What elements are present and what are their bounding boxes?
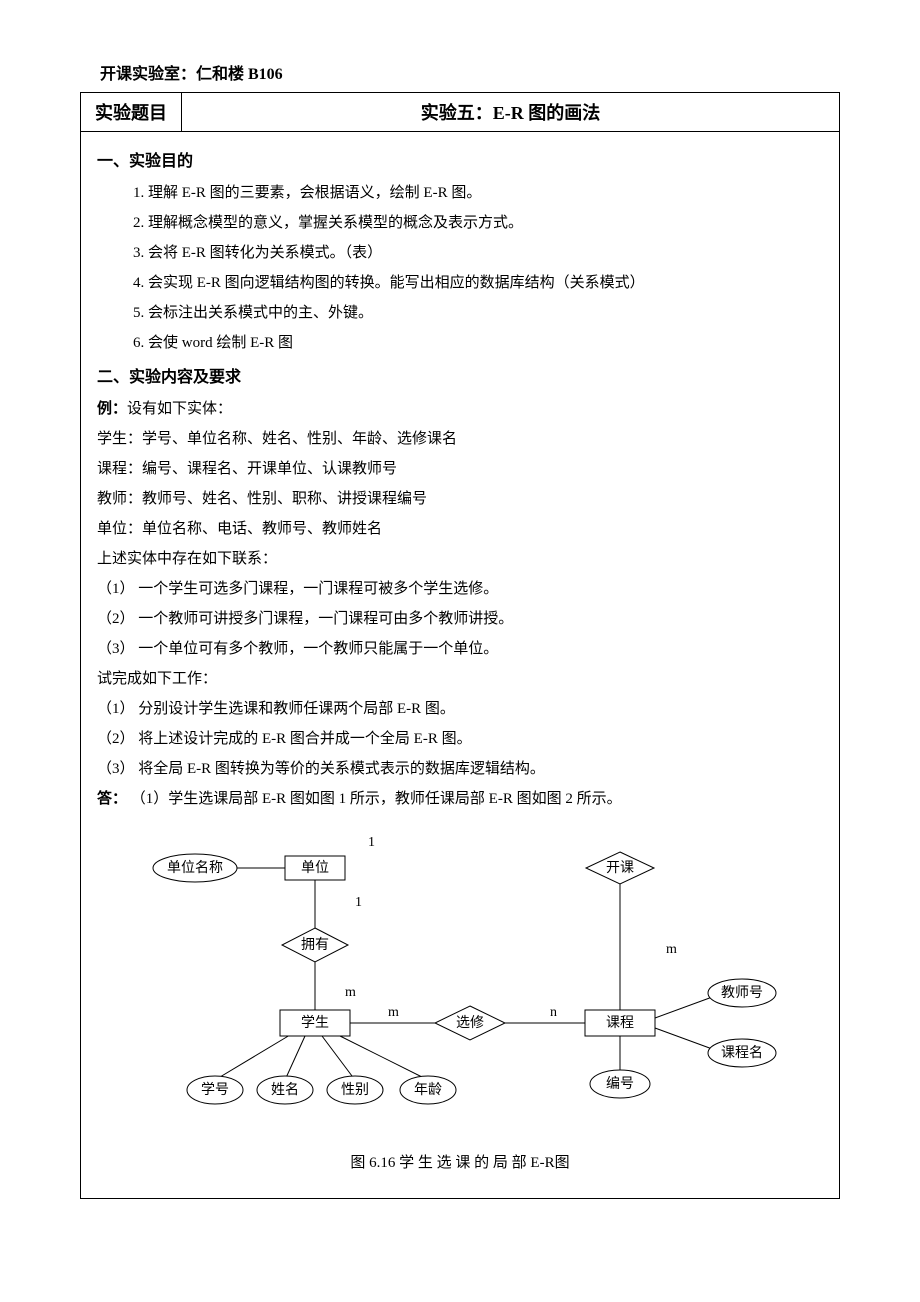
- example-rest: 设有如下实体：: [127, 401, 232, 417]
- label-unit-name: 单位名称: [167, 860, 223, 876]
- title-row: 实验题目 实验五：E-R 图的画法: [81, 93, 839, 132]
- lab-header: 开课实验室：仁和楼 B106: [80, 60, 840, 84]
- content-body: 一、实验目的 1. 理解 E-R 图的三要素，会根据语义，绘制 E-R 图。 2…: [81, 132, 839, 1198]
- label-age: 年龄: [414, 1082, 442, 1098]
- relation-item: （3） 一个单位可有多个教师，一个教师只能属于一个单位。: [97, 634, 823, 664]
- label-unit: 单位: [301, 860, 329, 876]
- label-teacher-no: 教师号: [721, 985, 763, 1001]
- objective-item: 1. 理解 E-R 图的三要素，会根据语义，绘制 E-R 图。: [133, 178, 823, 208]
- example-line: 例：设有如下实体：: [97, 394, 823, 424]
- answer-text: （1）学生选课局部 E-R 图如图 1 所示，教师任课局部 E-R 图如图 2 …: [127, 791, 622, 807]
- card-mc: m: [666, 942, 677, 957]
- card-ma: m: [345, 985, 356, 1000]
- label-sno: 学号: [201, 1082, 229, 1098]
- label-sex: 性别: [341, 1082, 369, 1098]
- example-prefix: 例：: [97, 401, 127, 417]
- diagram-caption: 图 6.16 学 生 选 课 的 局 部 E-R图: [97, 1148, 823, 1178]
- er-svg: 单位 学生 课程 拥有 选修 开课 单位名称 学号 姓名 性别 年龄 编号 教师…: [130, 828, 790, 1138]
- title-label: 实验题目: [81, 93, 182, 131]
- card-1b: 1: [355, 895, 362, 910]
- label-cno: 编号: [606, 1076, 634, 1092]
- objective-item: 3. 会将 E-R 图转化为关系模式。（表）: [133, 238, 823, 268]
- er-shape-labels: 单位 学生 课程 拥有 选修 开课 单位名称 学号 姓名 性别 年龄 编号 教师…: [167, 860, 763, 1098]
- task-intro: 试完成如下工作：: [97, 664, 823, 694]
- task-item: （1） 分别设计学生选课和教师任课两个局部 E-R 图。: [97, 694, 823, 724]
- objective-item: 5. 会标注出关系模式中的主、外键。: [133, 298, 823, 328]
- er-diagram: 单位 学生 课程 拥有 选修 开课 单位名称 学号 姓名 性别 年龄 编号 教师…: [97, 828, 823, 1178]
- label-student: 学生: [301, 1015, 329, 1031]
- er-attributes: [153, 854, 776, 1104]
- er-edges: [215, 868, 715, 1080]
- entity-line: 课程：编号、课程名、开课单位、认课教师号: [97, 454, 823, 484]
- relation-item: （1） 一个学生可选多门课程，一门课程可被多个学生选修。: [97, 574, 823, 604]
- answer-prefix: 答：: [97, 791, 127, 807]
- entity-line: 学生：学号、单位名称、姓名、性别、年龄、选修课名: [97, 424, 823, 454]
- relation-item: （2） 一个教师可讲授多门课程，一门课程可由多个教师讲授。: [97, 604, 823, 634]
- relation-intro: 上述实体中存在如下联系：: [97, 544, 823, 574]
- section-2-heading: 二、实验内容及要求: [97, 362, 823, 394]
- label-hold: 拥有: [301, 937, 329, 953]
- label-cname: 课程名: [721, 1045, 763, 1061]
- section-1-heading: 一、实验目的: [97, 146, 823, 178]
- entity-line: 单位：单位名称、电话、教师号、教师姓名: [97, 514, 823, 544]
- document-frame: 实验题目 实验五：E-R 图的画法 一、实验目的 1. 理解 E-R 图的三要素…: [80, 92, 840, 1199]
- label-course: 课程: [606, 1015, 634, 1031]
- objectives-list: 1. 理解 E-R 图的三要素，会根据语义，绘制 E-R 图。 2. 理解概念模…: [97, 178, 823, 358]
- label-offer: 开课: [606, 860, 634, 876]
- card-mb: m: [388, 1005, 399, 1020]
- objective-item: 2. 理解概念模型的意义，掌握关系模型的概念及表示方式。: [133, 208, 823, 238]
- label-select: 选修: [456, 1015, 484, 1031]
- answer-line: 答： （1）学生选课局部 E-R 图如图 1 所示，教师任课局部 E-R 图如图…: [97, 784, 823, 814]
- task-item: （2） 将上述设计完成的 E-R 图合并成一个全局 E-R 图。: [97, 724, 823, 754]
- task-item: （3） 将全局 E-R 图转换为等价的关系模式表示的数据库逻辑结构。: [97, 754, 823, 784]
- label-name: 姓名: [271, 1082, 299, 1098]
- card-1a: 1: [368, 835, 375, 850]
- title-text: 实验五：E-R 图的画法: [182, 93, 839, 131]
- objective-item: 4. 会实现 E-R 图向逻辑结构图的转换。能写出相应的数据库结构（关系模式）: [133, 268, 823, 298]
- objective-item: 6. 会使 word 绘制 E-R 图: [133, 328, 823, 358]
- card-na: n: [550, 1005, 557, 1020]
- entity-line: 教师：教师号、姓名、性别、职称、讲授课程编号: [97, 484, 823, 514]
